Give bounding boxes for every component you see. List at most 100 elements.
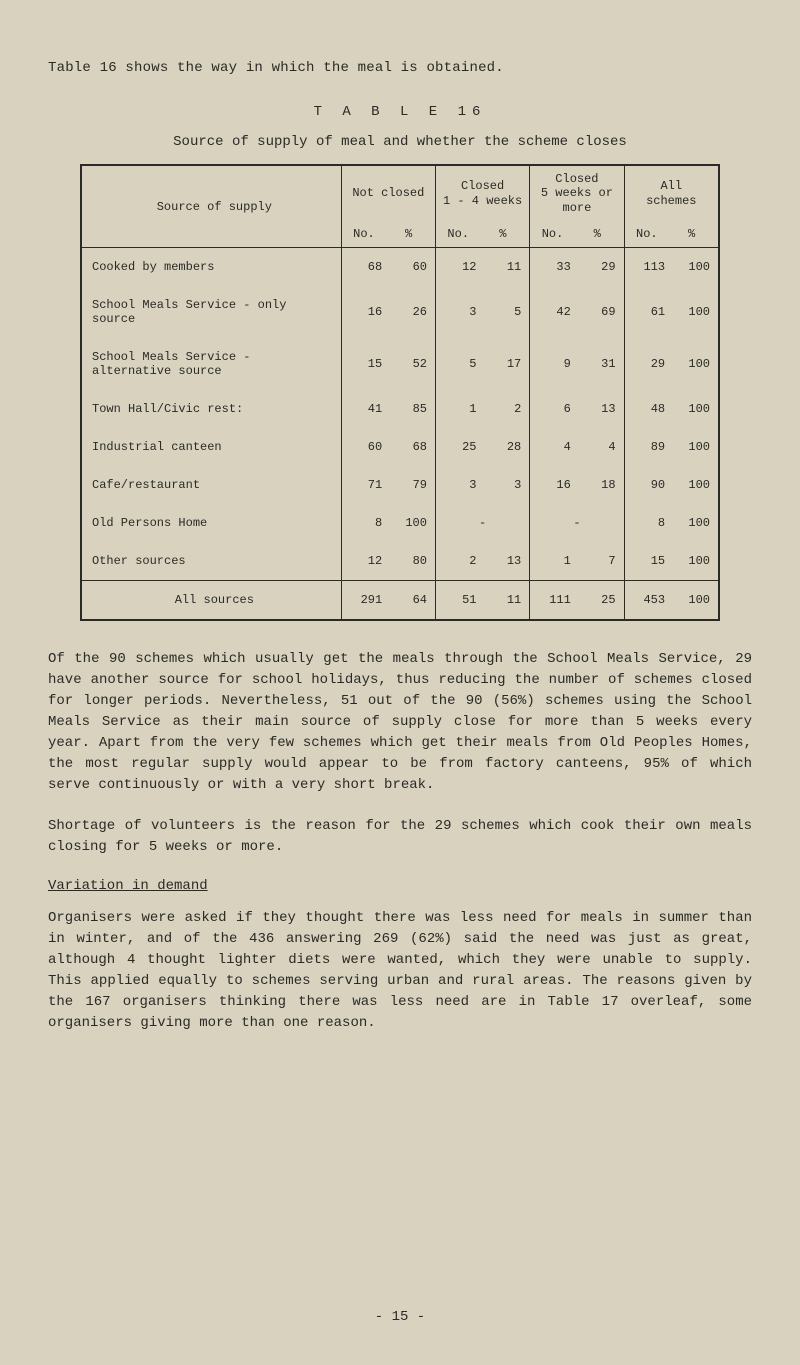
cell: 8 [341, 504, 386, 542]
table-row: Other sources12802131715100 [81, 542, 719, 581]
cell: 16 [530, 466, 575, 504]
hdr-line: All [629, 179, 714, 193]
cell: 113 [624, 248, 669, 287]
cell: 29 [575, 248, 624, 287]
hdr-line: Closed [534, 172, 619, 186]
col-header-all-schemes: All schemes [624, 165, 719, 221]
cell: 13 [481, 542, 530, 581]
col-header-closed-1-4: Closed 1 - 4 weeks [435, 165, 529, 221]
cell: 41 [341, 390, 386, 428]
cell: 85 [386, 390, 435, 428]
total-cell: 111 [530, 581, 575, 621]
page: Table 16 shows the way in which the meal… [0, 0, 800, 1365]
paragraph: Shortage of volunteers is the reason for… [48, 816, 752, 858]
cell: 90 [624, 466, 669, 504]
hdr-line: 5 weeks or [534, 186, 619, 200]
cell: 100 [669, 542, 719, 581]
row-label: School Meals Service - alternative sourc… [81, 338, 341, 390]
row-label: Town Hall/Civic rest: [81, 390, 341, 428]
cell: 100 [669, 428, 719, 466]
cell: 71 [341, 466, 386, 504]
cell: 60 [386, 248, 435, 287]
table-row: Cafe/restaurant717933161890100 [81, 466, 719, 504]
cell: 5 [481, 286, 530, 338]
cell: 12 [341, 542, 386, 581]
intro-text: Table 16 shows the way in which the meal… [48, 60, 752, 76]
cell: 42 [530, 286, 575, 338]
table-label: T A B L E 16 [48, 104, 752, 120]
hdr-line: schemes [629, 194, 714, 208]
cell: 18 [575, 466, 624, 504]
data-table: Source of supply Not closed Closed 1 - 4… [80, 164, 720, 621]
cell: 79 [386, 466, 435, 504]
cell: 1 [530, 542, 575, 581]
table-total-row: All sources 291 64 51 11 111 25 453 100 [81, 581, 719, 621]
cell: 29 [624, 338, 669, 390]
cell: 100 [669, 286, 719, 338]
subhdr-no: No. [624, 221, 669, 248]
cell: 8 [624, 504, 669, 542]
col-header-closed-5plus: Closed 5 weeks or more [530, 165, 624, 221]
subhdr-pct: % [669, 221, 719, 248]
cell: 3 [481, 466, 530, 504]
cell: 4 [575, 428, 624, 466]
cell: - [530, 504, 624, 542]
cell: 11 [481, 248, 530, 287]
hdr-line: Not closed [346, 186, 431, 200]
page-number: - 15 - [0, 1309, 800, 1325]
hdr-line: 1 - 4 weeks [440, 194, 525, 208]
cell: 100 [669, 390, 719, 428]
cell: 9 [530, 338, 575, 390]
subhdr-pct: % [575, 221, 624, 248]
cell: 25 [435, 428, 480, 466]
row-label: Cafe/restaurant [81, 466, 341, 504]
hdr-line: Closed [440, 179, 525, 193]
cell: 28 [481, 428, 530, 466]
total-cell: 11 [481, 581, 530, 621]
table-row: School Meals Service - only source162635… [81, 286, 719, 338]
cell: 48 [624, 390, 669, 428]
total-cell: 291 [341, 581, 386, 621]
cell: 15 [341, 338, 386, 390]
cell: 5 [435, 338, 480, 390]
row-label: Industrial canteen [81, 428, 341, 466]
section-heading: Variation in demand [48, 878, 752, 894]
cell: 1 [435, 390, 480, 428]
cell: 100 [386, 504, 435, 542]
row-label: School Meals Service - only source [81, 286, 341, 338]
subhdr-no: No. [341, 221, 386, 248]
total-label: All sources [81, 581, 341, 621]
total-cell: 25 [575, 581, 624, 621]
table-caption: Source of supply of meal and whether the… [48, 134, 752, 150]
cell: 3 [435, 466, 480, 504]
cell: 6 [530, 390, 575, 428]
subhdr-no: No. [435, 221, 480, 248]
total-cell: 51 [435, 581, 480, 621]
row-label: Other sources [81, 542, 341, 581]
cell: 3 [435, 286, 480, 338]
cell: 100 [669, 248, 719, 287]
cell: 68 [341, 248, 386, 287]
cell: 13 [575, 390, 624, 428]
col-header-not-closed: Not closed [341, 165, 435, 221]
table-row: Town Hall/Civic rest:41851261348100 [81, 390, 719, 428]
subhdr-pct: % [481, 221, 530, 248]
hdr-line: more [534, 201, 619, 215]
table-header-row: Source of supply Not closed Closed 1 - 4… [81, 165, 719, 221]
cell: 2 [435, 542, 480, 581]
col-header-source: Source of supply [81, 165, 341, 248]
cell: 31 [575, 338, 624, 390]
cell: 12 [435, 248, 480, 287]
total-cell: 453 [624, 581, 669, 621]
cell: 61 [624, 286, 669, 338]
cell: 15 [624, 542, 669, 581]
cell: 4 [530, 428, 575, 466]
total-cell: 64 [386, 581, 435, 621]
cell: 100 [669, 466, 719, 504]
cell: 33 [530, 248, 575, 287]
table-row: Old Persons Home8100--8100 [81, 504, 719, 542]
table-row: Cooked by members686012113329113100 [81, 248, 719, 287]
cell: 100 [669, 338, 719, 390]
cell: 7 [575, 542, 624, 581]
cell: 89 [624, 428, 669, 466]
